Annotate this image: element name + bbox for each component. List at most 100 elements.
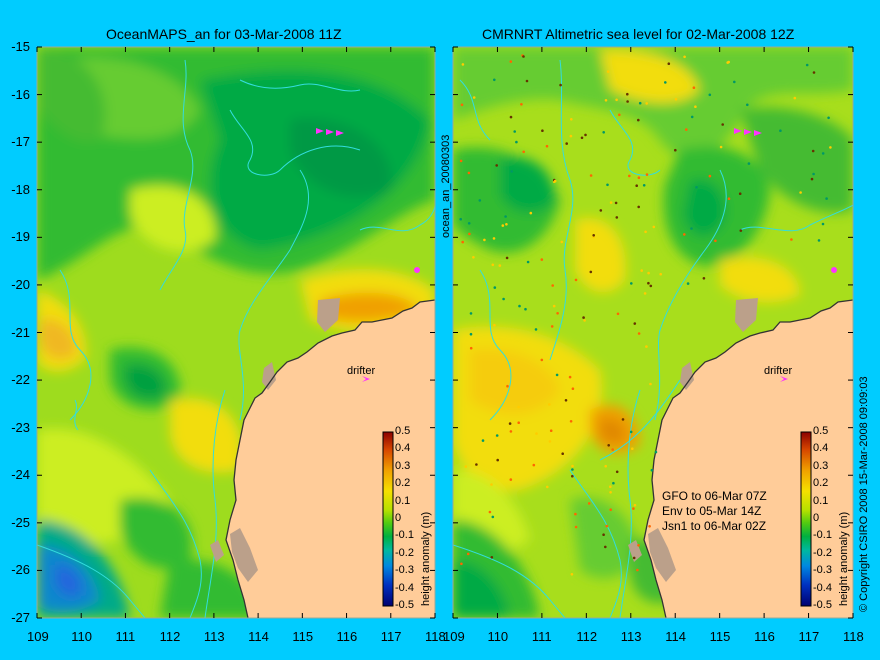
right-map-title: CMRNRT Altimetric sea level for 02-Mar-2… [482,26,795,42]
colorbar-tick-label: -0.2 [395,546,414,559]
satellite-track-dot [829,146,832,149]
satellite-track-dot [637,118,640,122]
x-tick-label: 113 [203,629,225,644]
satellite-track-dot [817,239,821,242]
y-tick-label: -23 [11,419,30,435]
left-colorbar [382,431,394,607]
satellite-track-dot [551,284,554,287]
satellite-track-dot [726,61,729,64]
y-tick-label: -15 [11,39,30,54]
satellite-track-dot [626,92,629,96]
satellite-track-dot [708,174,712,178]
satellite-track-dot [683,55,686,59]
satellite-track-dot [811,149,815,153]
satellite-track-dot [509,478,513,481]
satellite-track-dot [695,186,698,189]
satellite-track-dot [548,403,551,406]
satellite-track-dot [524,307,527,311]
satellite-track-dot [469,312,473,315]
satellite-track-dot [504,215,507,218]
satellite-track-dot [548,440,552,443]
x-tick-label: 112 [159,629,181,644]
satellite-track-dot [632,556,636,560]
satellite-track-dot [492,237,496,240]
x-tick-label: 112 [576,629,598,644]
satellite-track-dot [589,174,593,177]
satellite-track-dot [604,545,607,549]
satellite-track-dot [628,174,631,178]
colorbar-tick-label: 0.5 [813,425,829,437]
x-tick-label: 117 [798,629,820,644]
satellite-track-dot [702,277,706,280]
colorbar-tick-label: -0.1 [395,529,414,542]
colorbar-tick-label: 0.1 [813,494,829,507]
satellite-track-dot [475,463,478,466]
satellite-track-dot [483,238,486,242]
satellite-track-dot [461,63,465,66]
satellite-track-dot [569,134,573,138]
satellite-track-dot [460,562,463,566]
satellite-track-dot [513,130,516,133]
satellite-track-dot [805,63,809,67]
copyright-label: © Copyright CSIRO 2008 15-Mar-2008 09:09… [858,376,870,612]
x-tick-label: 109 [27,629,49,644]
satellite-track-dot [493,323,496,327]
y-tick-label: -21 [11,324,30,340]
satellite-track-dot [574,525,578,529]
colorbar-tick-label: -0.1 [813,529,832,542]
satellite-track-dot [664,81,667,84]
satellite-track-dot [508,422,512,425]
satellite-track-dot [609,491,612,494]
y-tick-label: -19 [11,229,30,245]
satellite-track-dot [607,444,610,447]
satellite-track-dot [571,468,574,471]
colorbar-tick-label: -0.2 [813,546,832,559]
satellite-track-dot [541,129,544,132]
satellite-track-dot [640,269,643,272]
satellite-track-dot [491,263,495,267]
satellite-track-dot [568,375,572,379]
satellite-track-dot [659,272,662,276]
colorbar-tick-label: -0.4 [395,581,414,594]
satellite-track-dot [491,515,495,519]
satellite-track-dot [496,458,500,462]
satellite-track-dot [637,205,640,209]
satellite-track-dot [505,223,508,226]
satellite-track-dot [587,502,591,505]
colorbar-tick-label: 0.4 [813,442,829,455]
satellite-track-dot [460,103,464,107]
satellite-track-dot [626,100,629,103]
colorbar-tick-label: -0.5 [813,599,832,611]
satellite-track-dot [645,345,648,348]
satellite-track-dot [529,211,533,215]
y-tick-label: -18 [11,181,30,197]
x-tick-label: 117 [380,629,402,644]
satellite-track-dot [825,197,828,200]
satellite-track-dot [779,129,782,132]
satellite-track-dot [522,55,525,58]
satellite-track-dots [459,54,832,576]
satellite-track-dot [821,222,825,226]
colorbar-tick-label: 0.3 [395,459,411,472]
satellite-track-dot [643,292,647,295]
satellite-track-dot [574,278,578,282]
satellite-track-dot [467,222,471,225]
y-tick-label: -24 [11,467,30,483]
x-tick-label: 110 [487,629,509,644]
satellite-track-dot [560,240,564,244]
satellite-track-dot [812,71,816,74]
x-tick-label: 114 [665,629,686,644]
x-tick-label: 111 [531,629,552,644]
satellite-track-dot [637,176,641,179]
satellite-track-dot [618,113,621,117]
satellite-track-dot [637,544,640,547]
satellite-track-dot [582,316,585,319]
x-tick-label: 109 [443,629,465,644]
satellite-track-dot [747,162,751,165]
satellite-track-dot [645,102,648,105]
satellite-track-dot [468,232,471,236]
satellite-track-dot [584,133,587,137]
satellite-track-dot [571,474,574,478]
satellite-track-dot [793,96,797,100]
satellite-track-dot [502,297,505,301]
